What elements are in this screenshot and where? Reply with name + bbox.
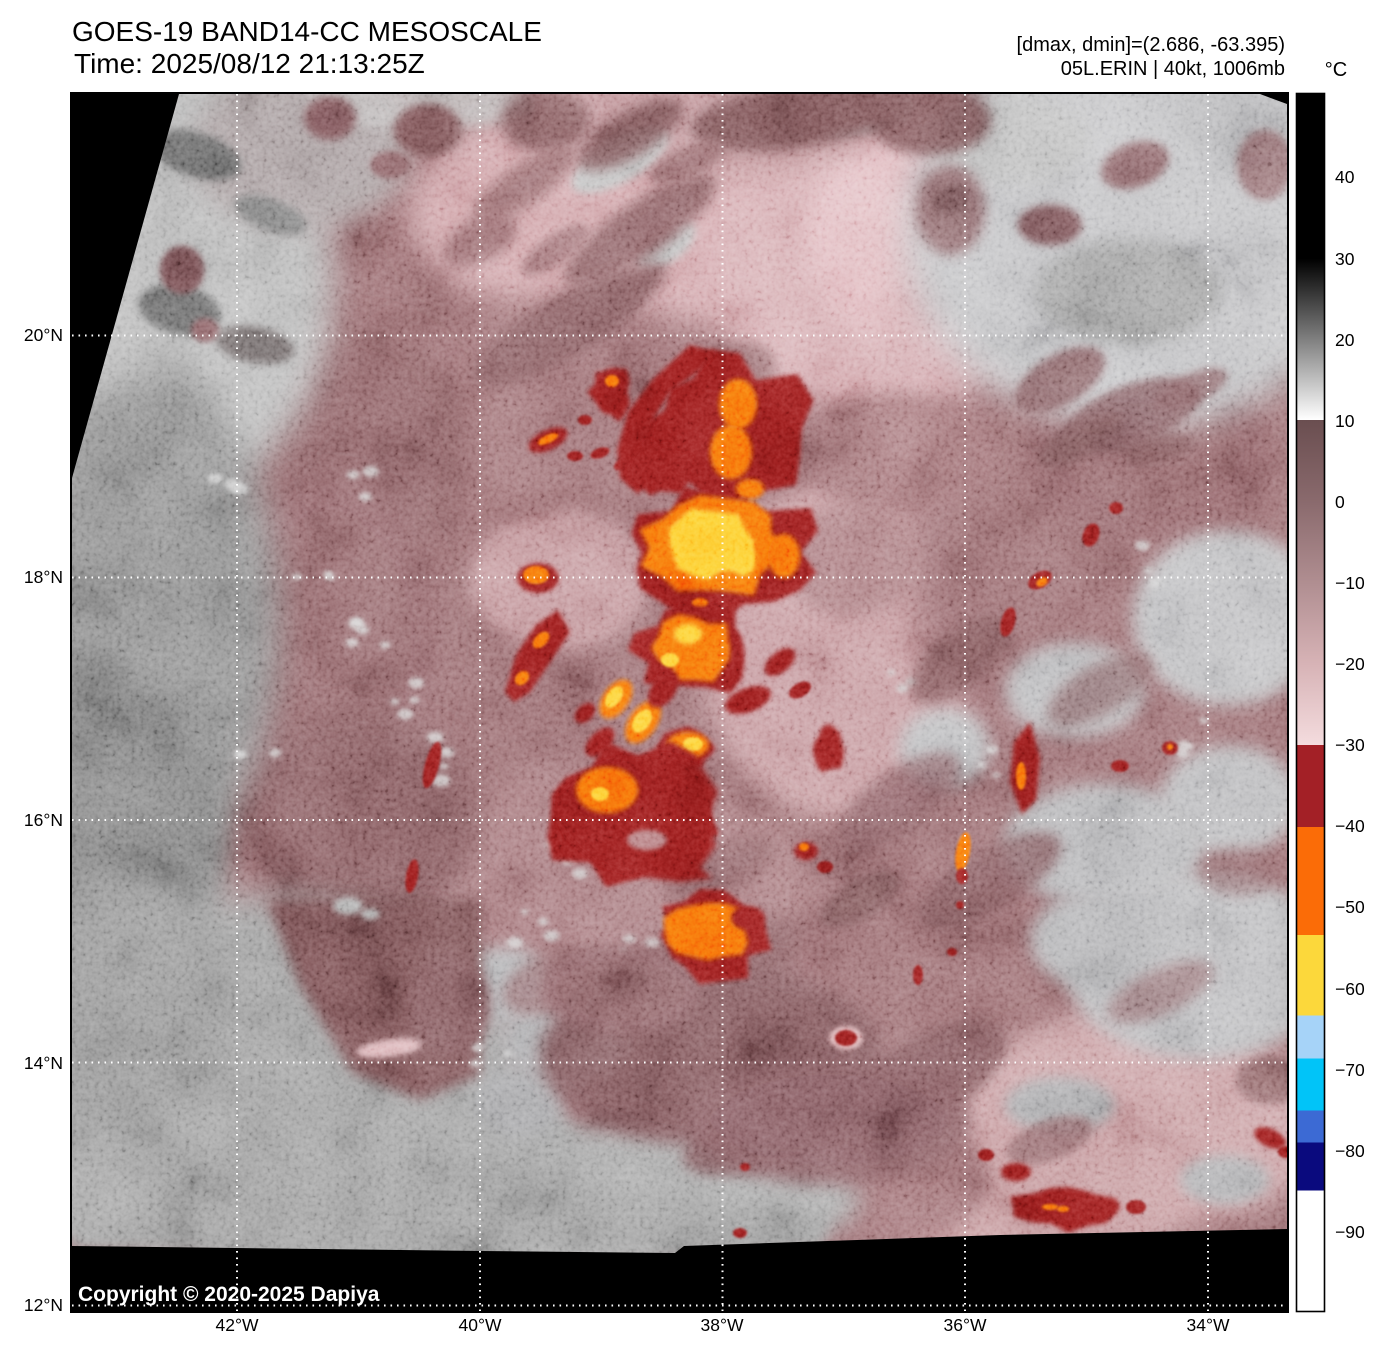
svg-text:Copyright © 2020-2025 Dapiya: Copyright © 2020-2025 Dapiya: [78, 1283, 380, 1306]
